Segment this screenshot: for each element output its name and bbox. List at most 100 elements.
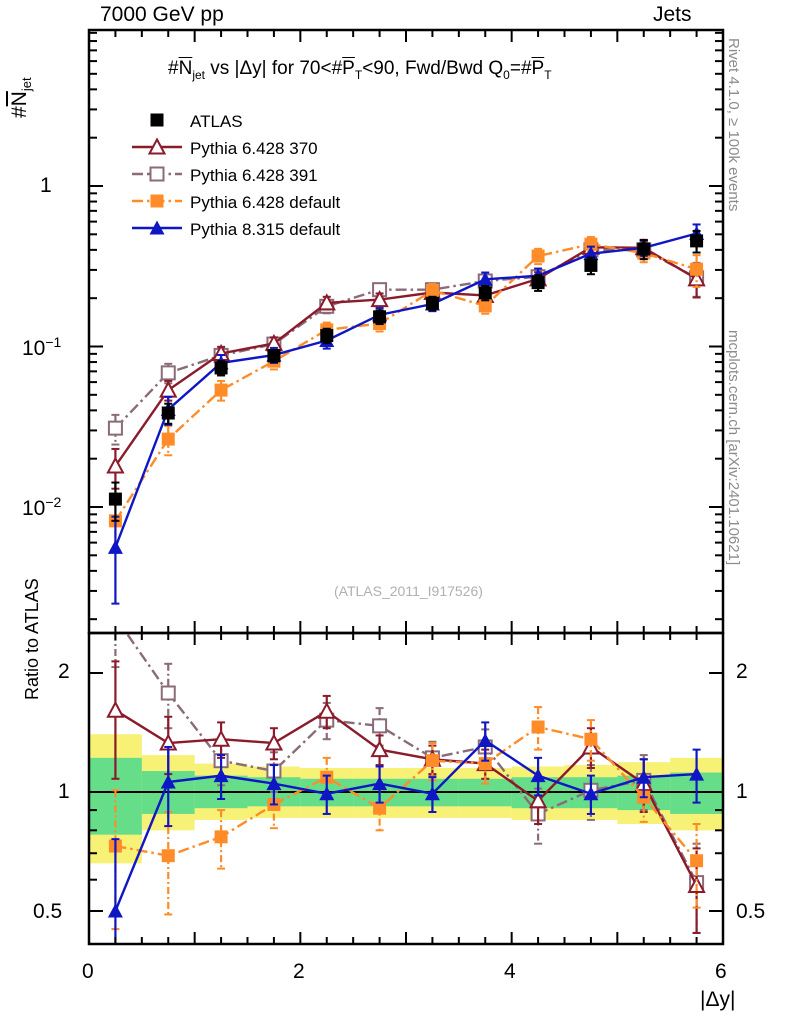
series-pythia6428-default-marker <box>690 262 704 276</box>
series-atlas-data-marker <box>690 234 704 248</box>
ratio-pythia6428-default-marker <box>425 754 439 768</box>
series-atlas-data-marker <box>373 310 387 324</box>
ratio-pythia8315-default-marker <box>213 768 229 783</box>
series-pythia6428-370-marker <box>370 289 389 308</box>
series-atlas-data-marker <box>108 492 122 506</box>
series-atlas-data-marker <box>425 296 439 310</box>
series-atlas-data-marker <box>584 258 598 272</box>
ratio-pythia8315-default-marker <box>160 774 176 789</box>
ratio-pythia6428-370-marker <box>528 791 548 809</box>
ratio-pythia8315-default-marker <box>266 776 282 791</box>
ratio-pythia6428-370-marker <box>264 733 284 751</box>
series-pythia6428-default-marker <box>161 432 175 446</box>
legend-label-p6def: Pythia 6.428 default <box>190 193 341 212</box>
series-atlas-data-marker <box>637 242 651 256</box>
series-pythia6428-default-marker <box>214 383 228 397</box>
ratio-ytick-05-left: 0.5 <box>33 900 63 923</box>
ratio-pythia6428-default-marker <box>214 830 228 844</box>
ratio-ytick-2-right: 2 <box>736 660 748 683</box>
series-pythia6428-391 <box>107 240 705 446</box>
ratio-pythia6428-default-marker <box>690 854 704 868</box>
series-pythia8315-default-marker <box>477 271 493 286</box>
ytick-1: 1 <box>40 174 52 197</box>
series-pythia6428-default <box>108 236 704 551</box>
legend-label-p391: Pythia 6.428 391 <box>190 166 318 185</box>
ratio-pythia6428-391-marker <box>160 685 176 701</box>
series-atlas-data-marker <box>267 349 281 363</box>
series-pythia6428-default-marker <box>478 299 492 313</box>
ratio-ytick-05-right: 0.5 <box>736 900 766 923</box>
series-pythia6428-391-marker <box>107 420 123 436</box>
ratio-pythia6428-370-marker <box>106 700 125 718</box>
series-pythia6428-391-line <box>114 248 698 429</box>
dataset-watermark: (ATLAS_2011_I917526) <box>334 583 483 599</box>
ratio-pythia8315-default-marker <box>583 786 599 801</box>
legend-label-p8def: Pythia 8.315 default <box>190 220 341 239</box>
series-atlas-data-marker <box>478 286 492 300</box>
ratio-pythia8315-default-marker <box>424 786 440 801</box>
ratio-pythia8315-default-marker <box>477 732 493 747</box>
ratio-pythia6428-370-marker <box>317 701 336 719</box>
ratio-pythia6428-default-line <box>115 725 698 862</box>
ratio-pythia6428-default-marker <box>531 720 545 734</box>
xtick-0: 0 <box>82 960 94 983</box>
ratio-pythia8315-default-line <box>114 738 697 912</box>
ratio-ytick-1-left: 1 <box>58 780 70 803</box>
ratio-pythia6428-370-marker <box>211 729 231 747</box>
legend-marker-2 <box>149 166 165 182</box>
series-pythia6428-370-marker <box>159 380 178 398</box>
series-pythia6428-default-marker <box>425 284 439 298</box>
ratio-pythia8315-default-marker <box>636 769 652 784</box>
series-pythia6428-default-line <box>114 242 697 522</box>
series-atlas-data <box>108 229 704 522</box>
ratio-pythia8315-default-marker <box>319 786 335 801</box>
legend-marker-3 <box>150 194 164 208</box>
ratio-pythia8315-default <box>107 721 705 944</box>
legend-marker-4 <box>149 220 165 235</box>
ratio-pythia6428-default-marker <box>161 849 175 863</box>
series-pythia6428-370-marker <box>106 456 125 474</box>
ratio-ytick-1-right: 1 <box>736 780 748 803</box>
series-pythia8315-default <box>107 223 705 605</box>
ratio-ytick-2-left: 2 <box>58 660 70 683</box>
main-panel-series <box>106 223 706 605</box>
xtick-6: 6 <box>715 960 727 983</box>
ratio-pythia6428-370-line <box>114 709 698 887</box>
ratio-panel-series <box>106 633 706 944</box>
legend-marker-0 <box>150 113 164 127</box>
ratio-pythia6428-391-line <box>125 633 698 884</box>
series-pythia6428-370-line <box>114 246 698 467</box>
legend-label-atlas: ATLAS <box>190 112 243 131</box>
header-left-label: 7000 GeV pp <box>100 3 224 26</box>
series-atlas-data-marker <box>320 329 334 343</box>
ratio-pythia8315-default-marker <box>689 766 705 781</box>
ratio-pythia6428-default-marker <box>373 801 387 815</box>
legend-marker-1 <box>147 137 167 155</box>
series-atlas-data-marker <box>214 361 228 375</box>
series-pythia8315-default-line <box>114 232 697 548</box>
header-right-label: Jets <box>653 3 692 26</box>
ytick-1e-1: 10−1 <box>22 334 62 360</box>
xaxis-label: |Δy| <box>700 988 736 1011</box>
main-panel-frame <box>87 28 725 635</box>
series-pythia6428-370 <box>106 237 706 490</box>
ytick-1e-2: 10−2 <box>22 494 62 520</box>
ratio-pythia8315-default-marker <box>107 903 123 918</box>
xtick-2: 2 <box>293 960 305 983</box>
series-pythia6428-391-marker <box>160 365 176 381</box>
ratio-pythia8315-default-marker <box>372 776 388 791</box>
ratio-pythia8315-default-marker <box>530 768 546 783</box>
series-pythia6428-default-marker <box>531 249 545 263</box>
series-atlas-data-marker <box>161 406 175 420</box>
series-pythia6428-370-marker <box>317 293 336 311</box>
ratio-pythia6428-default-marker <box>584 732 598 746</box>
legend <box>132 113 182 235</box>
series-pythia8315-default-marker <box>107 539 123 554</box>
xtick-4: 4 <box>504 960 516 983</box>
legend-label-p370: Pythia 6.428 370 <box>190 139 318 158</box>
series-atlas-data-marker <box>531 276 545 290</box>
ratio-pythia6428-370-marker <box>370 740 389 758</box>
plot-title: #Njet vs |Δy| for 70<#PT<90, Fwd/Bwd Q0=… <box>168 58 552 82</box>
